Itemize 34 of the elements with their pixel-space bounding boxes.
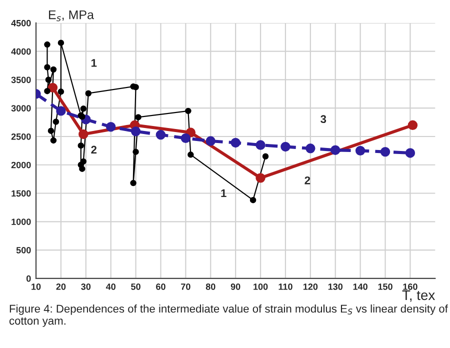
annotation: 3 [320,115,326,124]
x-tick-label: 90 [230,284,240,290]
x-tick-label: 60 [156,284,166,290]
y-tick-label: 1500 [12,190,31,197]
x-tick-label: 160 [403,284,418,290]
y-tick-label: 0 [26,275,31,282]
x-tick-label: 130 [328,284,343,290]
x-tick-label: 50 [131,284,140,290]
y-tick-label: 3500 [11,76,31,84]
annotation: 2 [91,146,97,154]
x-tick-label: 100 [254,284,268,290]
x-tick-label: 10 [32,284,41,290]
x-tick-label: 140 [353,284,368,290]
text: Figure 4: Dependences of the intermediate value of strain modulus E$_{S}$ vs linear density of cotton yam. [9,304,448,327]
x-tick-label: 40 [106,284,116,290]
y-tick-label: 1000 [12,218,31,225]
x-tick-label: 150 [378,284,392,290]
x-tick-label: 70 [181,284,190,290]
x-axis-title: T, tex [402,290,436,302]
y-axis-title: E$_{s}$, MPa [49,10,94,22]
y-tick-label: 2000 [11,162,31,168]
annotation: 1 [221,189,226,197]
annotation: 1 [91,59,97,67]
x-tick-label: 30 [81,284,91,290]
annotation: 2 [304,176,310,184]
y-tick-label: 4000 [11,48,31,55]
x-tick-label: 120 [303,284,318,290]
y-tick-label: 500 [16,246,31,254]
y-tick-label: 4500 [11,20,31,26]
x-tick-label: 80 [206,284,216,290]
y-tick-label: 2500 [11,133,31,140]
y-tick-label: 3000 [11,105,31,112]
x-tick-label: 20 [56,284,66,290]
x-tick-label: 110 [278,284,292,290]
